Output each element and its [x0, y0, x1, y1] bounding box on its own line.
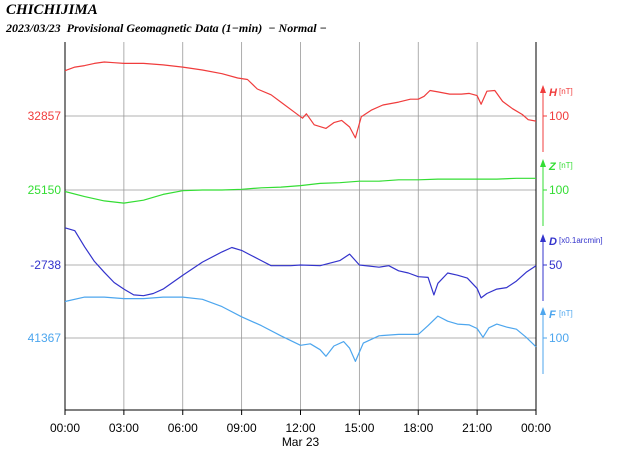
x-axis-label: Mar 23 — [282, 435, 320, 449]
station-title: CHICHIJIMA — [6, 2, 98, 18]
baseline-label-h: 32857 — [28, 109, 62, 123]
x-tick-label: 18:00 — [403, 421, 433, 435]
scale-arrow-d — [540, 234, 546, 242]
baseline-label-f: 41367 — [28, 331, 62, 345]
x-tick-label: 09:00 — [227, 421, 257, 435]
series-unit-f: [nT] — [559, 309, 573, 318]
scale-arrow-h — [540, 85, 546, 93]
x-tick-label: 21:00 — [462, 421, 492, 435]
series-line-h — [64, 61, 537, 139]
scale-value-d: 50 — [549, 258, 563, 272]
series-unit-d: [x0.1arcmin] — [559, 236, 603, 245]
date-label: 2023/03/23 — [6, 21, 61, 35]
x-tick-label: 06:00 — [168, 421, 198, 435]
x-tick-label: 12:00 — [285, 421, 315, 435]
scale-arrow-z — [540, 159, 546, 167]
series-unit-h: [nT] — [559, 87, 573, 96]
description-label: Provisional Geomagnetic Data (1−min) — [66, 21, 263, 35]
series-name-d: D — [549, 236, 557, 248]
x-tick-label: 00:00 — [50, 421, 80, 435]
status-label: − Normal − — [268, 21, 327, 35]
series-name-h: H — [549, 87, 558, 99]
baseline-label-z: 25150 — [28, 183, 62, 197]
scale-arrow-f — [540, 307, 546, 315]
x-tick-label: 15:00 — [344, 421, 374, 435]
x-tick-label: 03:00 — [109, 421, 139, 435]
series-line-f — [64, 296, 537, 362]
series-line-z — [64, 177, 536, 204]
x-tick-label: 00:00 — [521, 421, 551, 435]
scale-value-z: 100 — [549, 183, 569, 197]
series-line-d — [64, 227, 537, 299]
scale-value-f: 100 — [549, 331, 569, 345]
series-unit-z: [nT] — [559, 161, 573, 170]
series-name-f: F — [549, 309, 556, 321]
series-name-z: Z — [548, 161, 557, 173]
baseline-label-d: -2738 — [30, 258, 61, 272]
chart-subtitle: 2023/03/23 Provisional Geomagnetic Data … — [6, 21, 327, 36]
scale-value-h: 100 — [549, 109, 569, 123]
